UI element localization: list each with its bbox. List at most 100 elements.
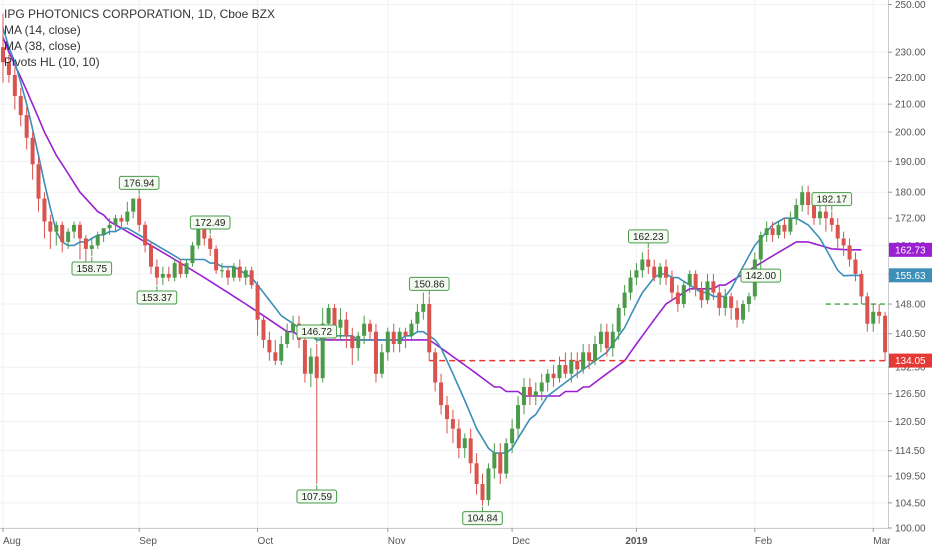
candle-body xyxy=(604,331,609,349)
candle-body xyxy=(344,319,349,336)
candle-body xyxy=(658,266,663,278)
candle-body xyxy=(462,438,467,449)
price-tag-bg xyxy=(889,242,932,257)
candle-body xyxy=(196,224,201,246)
candle-body xyxy=(166,273,171,278)
candle-body xyxy=(89,245,94,249)
candle-body xyxy=(101,228,106,236)
candle-body xyxy=(66,231,71,242)
candle-body xyxy=(113,218,118,225)
y-tick-label: 120.50 xyxy=(895,417,926,428)
candle-body xyxy=(149,245,153,267)
y-tick-label: 220.00 xyxy=(895,73,926,84)
candle-body xyxy=(539,382,544,392)
y-tick-label: 140.50 xyxy=(895,329,926,340)
candle-body xyxy=(510,428,515,444)
y-tick-label: 250.00 xyxy=(895,0,926,11)
candle-body xyxy=(285,331,290,345)
y-tick-label: 132.50 xyxy=(895,363,926,374)
candle-body xyxy=(551,373,556,379)
candle-body xyxy=(24,115,29,138)
candle-body xyxy=(273,352,278,361)
y-tick-label: 100.00 xyxy=(895,524,926,535)
candle-body xyxy=(770,228,775,236)
candle-body xyxy=(758,235,763,260)
candle-body xyxy=(373,331,378,374)
x-tick-label: Mar xyxy=(873,536,891,547)
pivot-labels: 176.94 172.49 158.75 153.37 146.72 107.59 150.… xyxy=(71,175,853,526)
candle-body xyxy=(12,74,17,97)
ma14-line xyxy=(2,27,862,454)
grid xyxy=(0,0,888,529)
chart-title: IPG PHOTONICS CORPORATION, 1D, Cboe BZX xyxy=(4,7,275,21)
candle-body xyxy=(320,323,325,379)
candle-body xyxy=(593,344,597,361)
pivot-high-label: 176.94 xyxy=(124,178,155,189)
candle-body xyxy=(391,331,396,345)
candle-body xyxy=(225,270,230,278)
candle-body xyxy=(30,137,35,165)
candle-body xyxy=(267,339,272,353)
ma38-line xyxy=(2,37,862,397)
candle-body xyxy=(533,391,538,396)
pivot-low-box xyxy=(71,261,113,276)
candle-body xyxy=(160,273,165,278)
candle-body xyxy=(202,224,207,239)
candle-body xyxy=(214,248,219,271)
candle-body xyxy=(362,323,367,336)
candle-body xyxy=(693,273,698,289)
candle-body xyxy=(433,352,438,383)
pivot-low-box xyxy=(740,268,782,283)
candle-body xyxy=(48,221,53,232)
candle-body xyxy=(326,307,331,324)
candle-body xyxy=(415,311,420,324)
candles xyxy=(1,13,893,506)
candle-body xyxy=(36,164,41,199)
candle-body xyxy=(143,224,148,246)
x-tick-label: Feb xyxy=(755,536,773,547)
candle-body xyxy=(563,365,568,374)
candle-body xyxy=(54,224,59,232)
ma38-path xyxy=(2,37,862,397)
candle-body xyxy=(829,218,834,225)
candle-body xyxy=(178,263,183,274)
candle-body xyxy=(208,238,213,249)
x-tick-label: Oct xyxy=(258,536,274,547)
candle-body xyxy=(468,438,473,464)
legend-ma38: MA (38, close) xyxy=(4,39,81,53)
pivot-low-label: 104.84 xyxy=(467,514,498,525)
pivot-high-box xyxy=(811,192,853,207)
price-tag-label: 134.05 xyxy=(895,356,926,367)
candle-body xyxy=(675,292,680,305)
candle-body xyxy=(699,288,704,301)
candle-body xyxy=(516,405,521,429)
time-axis[interactable]: AugSepOctNovDec2019FebMarAprMay xyxy=(0,528,932,547)
candle-body xyxy=(421,304,426,312)
candle-body xyxy=(237,266,242,278)
candle-body xyxy=(806,192,811,206)
candle-body xyxy=(60,224,65,242)
candle-body xyxy=(1,47,5,63)
candle-body xyxy=(356,335,361,349)
candle-body xyxy=(480,484,485,501)
y-tick-label: 190.00 xyxy=(895,157,926,168)
candle-body xyxy=(741,304,745,320)
y-tick-label: 114.50 xyxy=(895,446,925,457)
candle-body xyxy=(877,311,882,316)
candle-body xyxy=(261,319,266,340)
candle-body xyxy=(569,360,574,374)
price-tag-bg xyxy=(889,353,932,368)
pivot-high-label: 172.49 xyxy=(195,218,226,229)
pivot-high-box xyxy=(118,175,160,190)
candle-body xyxy=(107,224,112,229)
pivot-low-label: 142.00 xyxy=(745,271,776,282)
candle-body xyxy=(628,277,633,293)
candle-body xyxy=(847,245,852,260)
candle-body xyxy=(735,307,740,320)
candle-body xyxy=(622,292,627,308)
y-tick-label: 148.00 xyxy=(895,300,926,311)
candle-body xyxy=(527,386,532,396)
candle-body xyxy=(249,270,254,286)
candle-body xyxy=(835,224,840,239)
